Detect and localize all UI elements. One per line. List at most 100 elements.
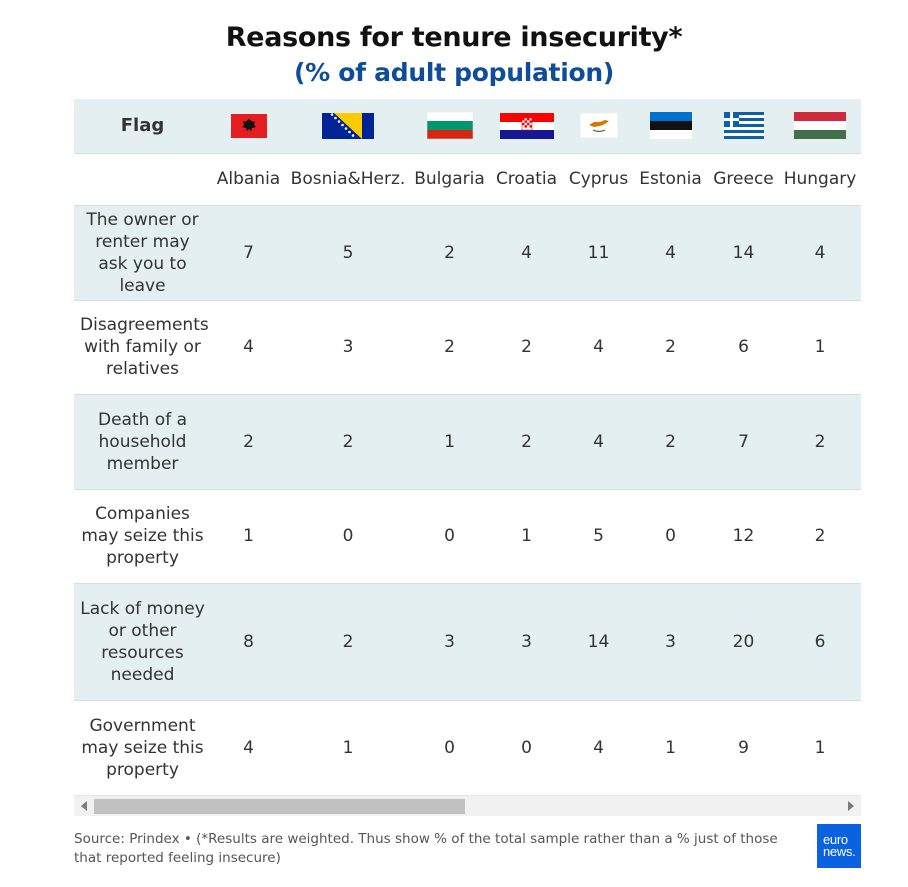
flag-header: Flag: [120, 115, 165, 137]
value-cell: 1: [814, 337, 826, 357]
table-row: Government may seize this property 4 1 0…: [74, 700, 861, 795]
greece-flag-icon: [723, 112, 764, 140]
cyprus-flag-icon: [579, 113, 618, 139]
flag-cell: [564, 99, 633, 153]
table-row: Disagreements with family or relatives 4…: [74, 300, 861, 394]
value-cell: 3: [521, 631, 532, 652]
euronews-logo: euro news.: [817, 824, 861, 868]
value-cell: 2: [521, 431, 532, 452]
country-name: Estonia: [639, 169, 702, 189]
reason-label: Companies may seize this property: [81, 504, 204, 568]
reason-label: Government may seize this property: [81, 715, 204, 780]
scroll-left-arrow-icon[interactable]: [81, 801, 87, 811]
table-scroll-container[interactable]: Flag: [74, 99, 861, 795]
reason-label: Death of a household member: [97, 409, 188, 474]
value-cell: 2: [665, 337, 676, 357]
value-cell: 3: [444, 631, 455, 652]
value-cell: 7: [738, 431, 749, 452]
table-row: Companies may seize this property 1 0 0 …: [74, 489, 861, 583]
flag-row: Flag: [74, 99, 861, 153]
value-cell: 5: [593, 526, 604, 546]
estonia-flag-icon: [649, 112, 692, 140]
scrollbar-thumb[interactable]: [94, 799, 465, 814]
value-cell: 0: [665, 526, 676, 546]
flag-cell: [633, 99, 708, 153]
value-cell: 14: [732, 242, 755, 263]
value-cell: 2: [444, 337, 455, 357]
value-cell: 5: [342, 242, 354, 263]
value-cell: 3: [342, 337, 354, 357]
flag-cell: [489, 99, 564, 153]
value-cell: 4: [593, 337, 604, 357]
value-cell: 1: [444, 431, 455, 452]
flag-cell: [211, 99, 286, 153]
scroll-right-arrow-icon[interactable]: [848, 801, 854, 811]
value-cell: 11: [587, 242, 610, 263]
value-cell: 3: [665, 631, 676, 652]
country-name: Hungary: [783, 169, 857, 189]
value-cell: 4: [593, 431, 604, 452]
logo-line-1: euro: [823, 832, 848, 847]
value-cell: 4: [521, 242, 532, 263]
country-name: Croatia: [495, 169, 558, 189]
value-cell: 9: [738, 737, 749, 758]
bosnia-herzegovina-flag-icon: [322, 112, 374, 139]
value-cell: 6: [738, 337, 749, 357]
horizontal-scrollbar[interactable]: [74, 795, 861, 816]
value-cell: 0: [444, 526, 455, 546]
reason-label: The owner or renter may ask you to leave: [86, 209, 199, 296]
value-cell: 1: [521, 526, 532, 546]
value-cell: 12: [732, 526, 755, 546]
logo-line-2: news.: [823, 844, 856, 859]
value-cell: 4: [814, 242, 826, 263]
chart-title: Reasons for tenure insecurity*: [225, 22, 683, 53]
reason-label: Lack of money or other resources needed: [80, 598, 205, 685]
value-cell: 2: [444, 242, 455, 263]
value-cell: 2: [814, 526, 826, 546]
country-name-row: Albania Bosnia&Herz. Bulgaria Croatia Cy…: [74, 153, 861, 205]
corner-cell: [74, 153, 211, 205]
value-cell: 4: [593, 737, 604, 758]
value-cell: 7: [243, 242, 254, 263]
data-table: Flag: [74, 99, 861, 795]
value-cell: 2: [665, 431, 676, 452]
value-cell: 1: [814, 737, 826, 758]
value-cell: 2: [342, 431, 354, 452]
albania-flag-icon: [230, 113, 267, 138]
value-cell: 4: [243, 337, 254, 357]
chart-subtitle: (% of adult population): [294, 58, 614, 87]
value-cell: 8: [243, 631, 254, 652]
value-cell: 2: [521, 337, 532, 357]
croatia-flag-icon: [499, 112, 554, 139]
country-name: Bulgaria: [414, 169, 485, 189]
table-row: Lack of money or other resources needed …: [74, 583, 861, 700]
value-cell: 1: [243, 526, 254, 546]
value-cell: 2: [814, 431, 826, 452]
country-name: Greece: [713, 169, 774, 189]
table-row: Death of a household member 2 2 1 2 4 2 …: [74, 394, 861, 489]
table-row: The owner or renter may ask you to leave…: [74, 205, 861, 300]
value-cell: 4: [665, 242, 676, 263]
value-cell: 14: [587, 631, 610, 652]
flag-cell: [286, 99, 410, 153]
value-cell: 2: [243, 431, 254, 452]
value-cell: 0: [521, 737, 532, 758]
source-note: Source: Prindex • (*Results are weighted…: [74, 831, 778, 866]
hungary-flag-icon: [794, 112, 846, 140]
value-cell: 0: [444, 737, 455, 758]
country-name: Bosnia&Herz.: [290, 169, 406, 189]
value-cell: 0: [342, 526, 354, 546]
value-cell: 1: [342, 737, 354, 758]
reason-label: Disagreements with family or relatives: [80, 315, 209, 379]
country-name: Cyprus: [568, 169, 629, 189]
flag-cell: [708, 99, 779, 153]
bulgaria-flag-icon: [426, 112, 473, 140]
flag-cell: [779, 99, 861, 153]
value-cell: 1: [665, 737, 676, 758]
value-cell: 2: [342, 631, 354, 652]
value-cell: 20: [732, 631, 755, 652]
value-cell: 4: [243, 737, 254, 758]
value-cell: 6: [814, 631, 826, 652]
flag-cell: [410, 99, 489, 153]
